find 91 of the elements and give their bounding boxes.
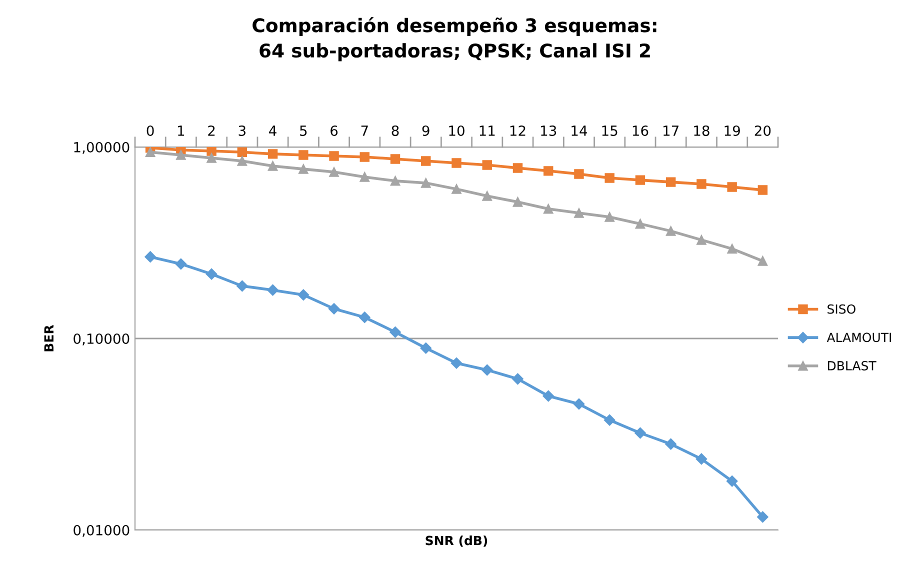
x-tick-label: 7 (361, 126, 368, 136)
point (360, 152, 370, 162)
legend-label: ALAMOUTI (826, 332, 891, 342)
point (757, 511, 768, 523)
point (452, 184, 462, 194)
x-tick-label: 19 (724, 125, 740, 136)
y-axis-title: BER (44, 324, 54, 352)
x-tick-label: 4 (269, 126, 276, 136)
point (574, 208, 584, 218)
point (145, 147, 156, 158)
point (390, 176, 400, 186)
legend-label: SISO (828, 304, 856, 314)
x-tick-label: 10 (449, 125, 464, 136)
point (267, 284, 278, 296)
x-tick-label: 11 (480, 126, 495, 136)
point (666, 226, 676, 236)
point (696, 235, 706, 245)
point (574, 169, 584, 179)
point (604, 212, 614, 222)
point (390, 154, 400, 164)
point (482, 364, 493, 376)
point (482, 191, 492, 201)
y-tick-label: 0,10000 (74, 333, 130, 346)
point (298, 164, 308, 174)
point (298, 150, 308, 160)
x-tick-label: 16 (632, 125, 648, 136)
x-tick-label: 12 (510, 125, 526, 136)
point (206, 268, 218, 280)
point (206, 153, 216, 163)
point (236, 280, 248, 292)
chart-title: Comparación desempeño 3 esquemas: 64 sub-portadoras; QPSK; Canal ISI 2 (252, 17, 656, 62)
x-tick-label: 6 (330, 125, 338, 136)
x-tick-label: 17 (664, 126, 678, 136)
point (543, 204, 554, 214)
point (758, 185, 768, 195)
point (727, 244, 737, 254)
point (421, 156, 431, 166)
point (512, 197, 523, 207)
point (420, 342, 432, 354)
x-tick-label: 2 (208, 125, 215, 136)
x-tick-label: 1 (178, 126, 184, 136)
point (421, 178, 431, 188)
x-tick-label: 14 (572, 126, 588, 136)
x-axis-title: SNR (dB) (426, 536, 488, 547)
x-tick-label: 0 (146, 125, 154, 136)
point (573, 398, 585, 410)
point (237, 147, 248, 158)
point (237, 156, 248, 166)
point (512, 373, 524, 385)
point (329, 151, 339, 161)
point (360, 172, 370, 182)
legend-label: DBLAST (828, 361, 876, 370)
point (452, 158, 462, 168)
point (604, 173, 614, 183)
point (696, 179, 706, 189)
point (512, 163, 523, 173)
point (542, 390, 554, 402)
x-tick-label: 8 (392, 125, 399, 136)
point (604, 414, 616, 426)
point (758, 256, 768, 266)
point (450, 357, 462, 369)
point (727, 182, 737, 192)
point (268, 149, 278, 159)
point (635, 175, 646, 185)
point (329, 167, 339, 177)
point (328, 303, 340, 314)
point (726, 476, 738, 487)
point (482, 160, 492, 170)
point (666, 177, 676, 187)
point (634, 427, 646, 439)
point (175, 258, 187, 270)
x-tick-label: 9 (422, 125, 430, 136)
point (144, 251, 156, 262)
point (298, 289, 310, 300)
x-tick-label: 18 (694, 125, 710, 136)
x-tick-label: 3 (238, 125, 246, 136)
point (696, 453, 708, 465)
point (635, 218, 646, 229)
x-tick-label: 13 (541, 125, 556, 136)
point (176, 150, 186, 160)
point (665, 438, 676, 450)
point (390, 326, 401, 338)
y-tick-label: 1,00000 (74, 142, 130, 154)
point (543, 166, 554, 176)
x-tick-label: 15 (602, 126, 618, 136)
point (268, 161, 278, 171)
point (206, 147, 216, 156)
x-tick-label: 5 (300, 126, 307, 136)
y-tick-label: 0,01000 (74, 524, 130, 537)
x-tick-label: 20 (754, 125, 771, 136)
point (359, 312, 370, 323)
